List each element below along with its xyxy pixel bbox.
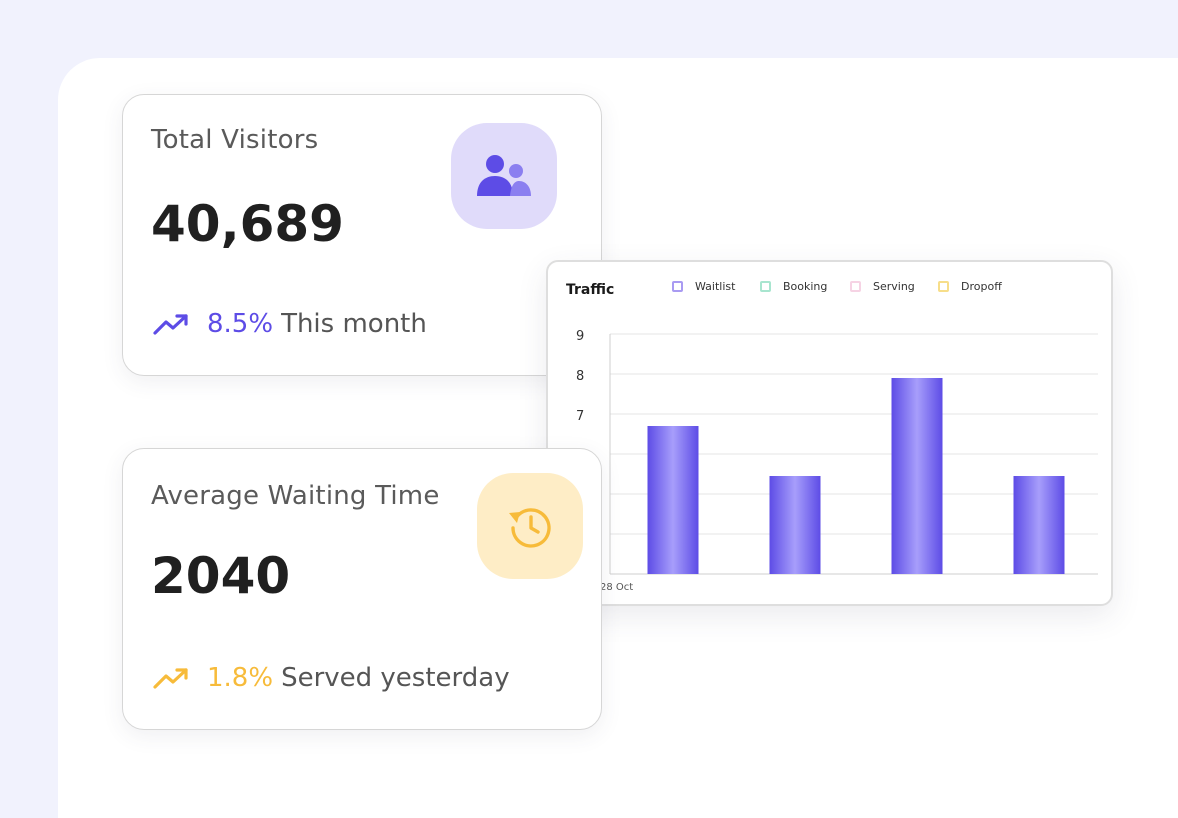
bar-2[interactable]: [769, 476, 821, 574]
legend-swatch-dropoff: [938, 281, 949, 292]
legend-item-dropoff[interactable]: Dropoff: [938, 280, 1002, 293]
average-waiting-time-trend-percent: 1.8%: [207, 663, 274, 693]
total-visitors-trend: 8.5% This month: [153, 309, 427, 339]
legend-swatch-serving: [850, 281, 861, 292]
legend-item-waitlist[interactable]: Waitlist: [672, 280, 735, 293]
y-tick-label: 9: [576, 329, 584, 344]
bar-4[interactable]: [1013, 476, 1065, 574]
bar-3[interactable]: [891, 378, 943, 574]
history-clock-icon-badge: [477, 473, 583, 579]
legend-label-booking: Booking: [783, 280, 828, 293]
legend-swatch-waitlist: [672, 281, 683, 292]
average-waiting-time-value: 2040: [151, 547, 291, 605]
legend-label-dropoff: Dropoff: [961, 280, 1002, 293]
users-icon-badge: [451, 123, 557, 229]
x-tick-label: 28 Oct: [600, 582, 633, 593]
legend-label-waitlist: Waitlist: [695, 280, 736, 293]
average-waiting-time-trend: 1.8% Served yesterday: [153, 663, 510, 693]
y-tick-label: 8: [576, 369, 584, 384]
average-waiting-time-card: Average Waiting Time 2040 1.8% Served ye…: [122, 448, 602, 730]
chart-title: Traffic: [566, 282, 615, 298]
traffic-bar-chart: 9 8 7 28 Oct: [576, 329, 1098, 593]
trending-up-icon: [153, 668, 188, 689]
legend-item-serving[interactable]: Serving: [850, 280, 915, 293]
bar-series: [647, 378, 1065, 574]
total-visitors-title: Total Visitors: [151, 125, 319, 155]
average-waiting-time-trend-text: Served yesterday: [281, 663, 510, 693]
y-tick-label: 7: [576, 409, 584, 424]
traffic-chart-card: Traffic Waitlist Booking Serving Dropoff…: [546, 260, 1113, 606]
average-waiting-time-title: Average Waiting Time: [151, 481, 440, 511]
trending-up-icon: [153, 314, 188, 335]
legend-swatch-booking: [760, 281, 771, 292]
total-visitors-trend-text: This month: [281, 309, 427, 339]
users-icon: [477, 155, 531, 196]
total-visitors-value: 40,689: [151, 195, 344, 253]
legend-item-booking[interactable]: Booking: [760, 280, 827, 293]
legend-label-serving: Serving: [873, 280, 915, 293]
total-visitors-trend-percent: 8.5%: [207, 309, 274, 339]
history-clock-icon: [509, 508, 551, 548]
total-visitors-card: Total Visitors 40,689 8.5% This month: [122, 94, 602, 376]
bar-1[interactable]: [647, 426, 699, 574]
